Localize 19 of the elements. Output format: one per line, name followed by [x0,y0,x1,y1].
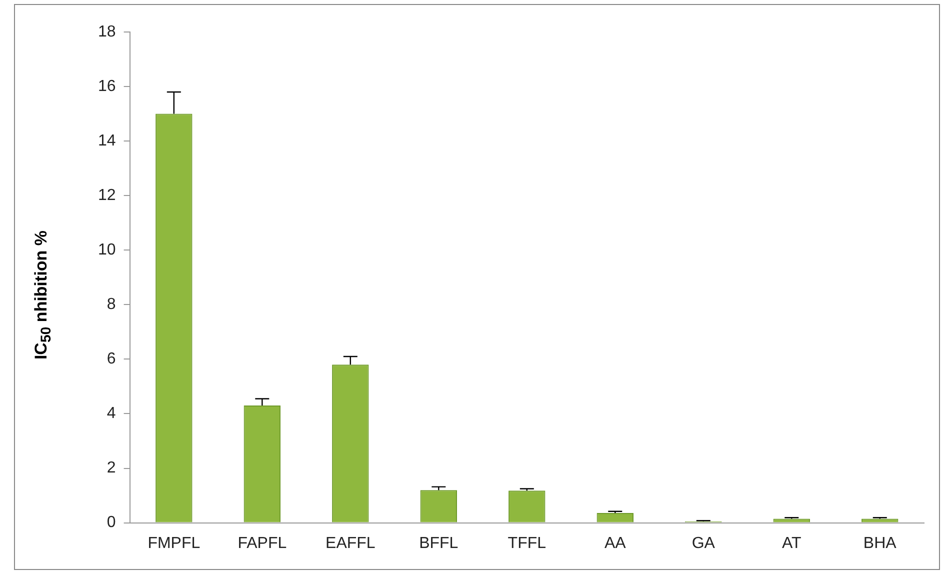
x-tick-label: AA [604,534,626,552]
x-tick-label: TFFL [508,534,546,552]
y-tick-label: 2 [106,460,116,477]
y-tick-label: 0 [106,514,116,532]
y-tick-label: 12 [98,187,116,204]
y-tick-label: 6 [106,350,116,368]
x-tick-label: BFFL [419,534,458,552]
y-tick-label: 4 [106,405,116,422]
x-tick-label: BHA [863,534,897,552]
x-tick-label: EAFFL [326,534,376,552]
y-tick-label: 8 [106,296,116,314]
y-tick-label: 10 [98,242,116,259]
x-tick-label: FAPFL [238,534,287,552]
x-tick-label: FMPFL [148,534,200,552]
y-tick-label: 18 [98,23,116,40]
y-tick-label: 14 [98,132,116,150]
x-tick-label: AT [782,534,802,552]
x-tick-label: GA [692,534,716,552]
y-tick-label: 16 [98,78,116,95]
